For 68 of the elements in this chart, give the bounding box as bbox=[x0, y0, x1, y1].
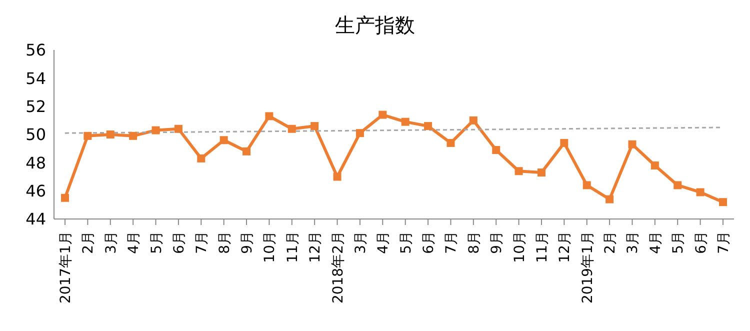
point bbox=[220, 136, 228, 144]
point bbox=[61, 194, 69, 202]
x-tick-label: 7月 bbox=[444, 231, 460, 254]
point bbox=[446, 138, 455, 147]
point bbox=[650, 161, 659, 170]
x-tick-label: 7月 bbox=[194, 231, 210, 254]
chart-title: 生产指数 bbox=[334, 12, 416, 39]
x-tick-label: 4月 bbox=[126, 231, 142, 254]
point bbox=[582, 181, 591, 190]
x-tick-label: 12月 bbox=[308, 231, 324, 263]
x-tick-label: 3月 bbox=[352, 231, 369, 254]
x-tick-label: 11月 bbox=[534, 231, 550, 263]
point bbox=[492, 146, 500, 154]
x-tick-label: 2018年2月 bbox=[330, 231, 346, 304]
y-tick-label: 46 bbox=[26, 182, 46, 201]
x-tick-label: 8月 bbox=[466, 231, 482, 254]
x-tick-label: 2017年1月 bbox=[58, 231, 74, 304]
point bbox=[174, 124, 182, 133]
point bbox=[333, 172, 342, 181]
point bbox=[152, 126, 160, 134]
x-tick-label: 5月 bbox=[148, 231, 165, 254]
point bbox=[288, 124, 296, 133]
y-tick-label: 48 bbox=[26, 153, 46, 172]
point bbox=[84, 132, 92, 140]
y-tick-label: 52 bbox=[26, 97, 46, 116]
y-tick-label: 54 bbox=[26, 68, 46, 88]
y-tick-label: 44 bbox=[26, 210, 46, 229]
x-tick-label: 2019年1月 bbox=[580, 231, 596, 304]
point bbox=[606, 195, 614, 204]
y-tick-label: 56 bbox=[26, 40, 46, 60]
point bbox=[514, 167, 523, 176]
point bbox=[242, 147, 251, 156]
x-tick-label: 2月 bbox=[602, 231, 619, 254]
x-tick-label: 5月 bbox=[398, 231, 414, 254]
x-tick-label: 4月 bbox=[648, 231, 664, 254]
x-tick-label: 8月 bbox=[216, 231, 233, 254]
point bbox=[424, 122, 432, 130]
x-tick-label: 10月 bbox=[262, 231, 278, 263]
x-tick-label: 2月 bbox=[80, 231, 97, 254]
point bbox=[378, 110, 387, 119]
x-tick-label: 4月 bbox=[376, 231, 392, 254]
x-tick-label: 7月 bbox=[716, 231, 732, 254]
point bbox=[310, 122, 319, 130]
point bbox=[265, 112, 274, 120]
x-tick-label: 9月 bbox=[489, 231, 506, 254]
x-tick-label: 6月 bbox=[421, 231, 438, 254]
point bbox=[537, 168, 546, 177]
point bbox=[129, 132, 138, 140]
point bbox=[469, 116, 478, 124]
point bbox=[560, 138, 568, 147]
point bbox=[106, 130, 114, 138]
x-tick-label: 3月 bbox=[103, 231, 120, 254]
point bbox=[401, 118, 410, 126]
y-tick-label: 50 bbox=[26, 125, 46, 144]
point bbox=[674, 181, 682, 190]
point bbox=[197, 154, 206, 162]
x-tick-label: 5月 bbox=[670, 231, 687, 254]
x-tick-label: 6月 bbox=[693, 231, 710, 254]
x-tick-label: 9月 bbox=[240, 231, 256, 254]
x-tick-label: 10月 bbox=[512, 231, 528, 263]
x-tick-label: 3月 bbox=[625, 231, 642, 254]
x-tick-label: 11月 bbox=[284, 231, 301, 263]
point bbox=[696, 188, 704, 196]
x-tick-label: 6月 bbox=[171, 231, 188, 254]
point bbox=[719, 198, 727, 206]
x-tick-label: 12月 bbox=[557, 231, 574, 263]
point bbox=[356, 129, 364, 138]
point bbox=[628, 140, 636, 148]
